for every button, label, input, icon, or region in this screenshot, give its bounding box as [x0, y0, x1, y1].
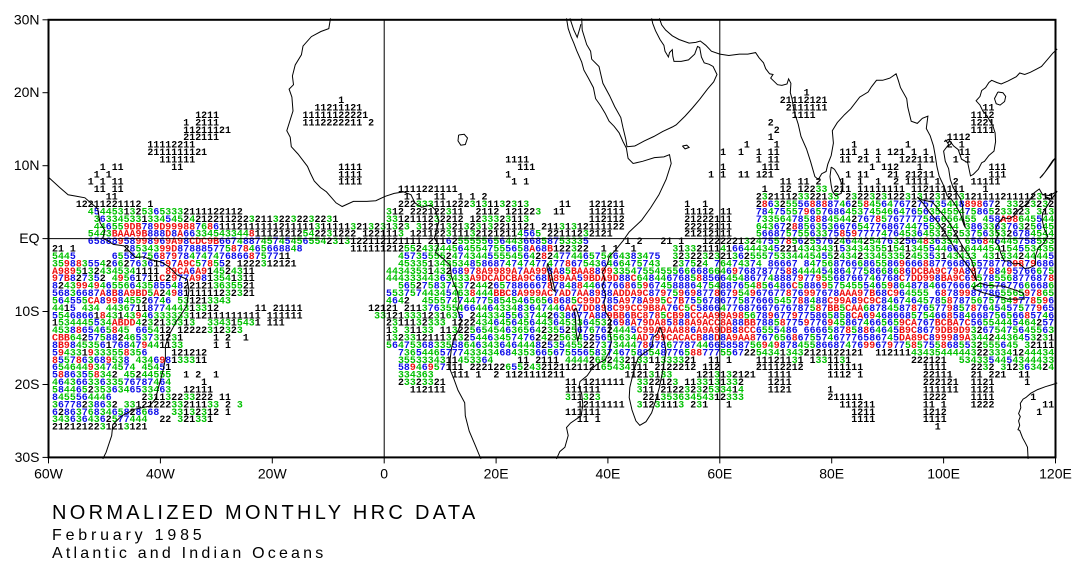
svg-text:Atlantic and Indian Oceans: Atlantic and Indian Oceans	[52, 545, 326, 562]
svg-text:567557776866675568767888776777: 56755777686667556876788877677767	[52, 347, 744, 358]
svg-text:3534454455533436333333: 3534454455533436333333	[76, 370, 732, 381]
svg-text:120E: 120E	[1039, 465, 1072, 481]
svg-text:534345344543443435343533545545: 5343453445434434353435335455455566644444…	[76, 266, 1054, 277]
svg-text:5865: 5865	[52, 370, 88, 381]
svg-text:565876778777686677757575677676: 56587677877768667775757567767687567555	[70, 251, 1054, 262]
svg-text:534445344333333343543333334344: 5344453443333333435433333343445454434533…	[58, 318, 1036, 329]
svg-text:30S: 30S	[15, 449, 40, 465]
svg-text:33: 33	[816, 184, 828, 195]
svg-text:40E: 40E	[595, 465, 620, 481]
svg-text:80E: 80E	[819, 465, 844, 481]
svg-text:866656: 866656	[58, 385, 165, 396]
svg-text:645463333333344345445634556346: 6454633333333443454456345563465544344443…	[70, 333, 1048, 344]
svg-text:122211112111112212111121211222: 12221111211111221211112121122212111211	[201, 377, 1030, 388]
svg-text:66677: 66677	[70, 414, 130, 425]
svg-text:9: 9	[804, 206, 810, 217]
svg-text:60E: 60E	[707, 465, 732, 481]
svg-text:20E: 20E	[484, 465, 509, 481]
svg-text:865666666567765686586666687866: 865666666567765686586666687866586767766	[70, 325, 1048, 336]
svg-text:568666556768677886787867777586: 5686665567686778867878677775868866866876…	[52, 310, 1054, 321]
svg-text:1: 1	[804, 88, 810, 99]
svg-text:20N: 20N	[14, 84, 40, 100]
svg-text:3634563333: 3634563333	[76, 407, 207, 418]
svg-text:8899: 8899	[52, 355, 165, 366]
svg-text:445563333333333333643533544453: 4455633333333333336435335444534433333545	[94, 221, 1054, 232]
svg-text:9B9C9A9A9DCADCBA9CD89AA9BDA9DC: 9B9C9A9A9DCADCBA9CD89AA9BDA9DC899CDD99BA…	[52, 273, 1054, 284]
svg-text:656887667677575867: 656887667677575867	[768, 199, 995, 210]
svg-text:0: 0	[380, 465, 388, 481]
svg-text:40W: 40W	[146, 465, 176, 481]
svg-text:EQ: EQ	[19, 230, 39, 246]
svg-text:122112211121222111222111211112: 1221122111212221112221112111121211112222…	[76, 199, 1054, 210]
svg-text:30N: 30N	[14, 11, 40, 27]
svg-text:A98989CAA998A9989AAA99ABAA8999: A98989CAA998A9989AAA99ABAA899988DCBA9C9A…	[52, 266, 1012, 277]
svg-text:100E: 100E	[927, 465, 960, 481]
svg-text:February 1985: February 1985	[52, 527, 205, 544]
svg-text:211222221111222112211111122211: 211222221111222112211111122211111	[142, 392, 1037, 403]
svg-text:8566: 8566	[52, 392, 112, 403]
svg-text:NORMALIZED MONTHLY HRC DATA: NORMALIZED MONTHLY HRC DATA	[52, 502, 479, 524]
svg-text:444344436444333335544443343444: 4443444364443333355444433434445455645554…	[52, 303, 1024, 314]
svg-text:2211121111: 2211121111	[76, 273, 255, 284]
svg-text:453454554333333335545436543556: 4534545543333333355454365435564445545544…	[52, 325, 1054, 336]
svg-text:10S: 10S	[15, 303, 40, 319]
svg-text:20W: 20W	[258, 465, 288, 481]
svg-text:20S: 20S	[15, 376, 40, 392]
svg-text:10N: 10N	[14, 157, 40, 173]
svg-text:60W: 60W	[34, 465, 64, 481]
svg-text:3433435444333: 3433435444333	[52, 414, 207, 425]
svg-text:453544433545333564343444434553: 4535444335453335643434444345533444644564…	[76, 340, 1030, 351]
svg-text:855676657758868777777767667777: 8556766577588687777777676677777786667878…	[70, 258, 1054, 269]
svg-text:122122112222112222221121112221: 1221221122221122222211211122212122111121…	[142, 214, 858, 225]
svg-text:21111112221: 21111112221	[159, 288, 254, 299]
svg-text:578777666686767887658667768766: 5787776666867678876586677687667676787787…	[70, 303, 1054, 314]
